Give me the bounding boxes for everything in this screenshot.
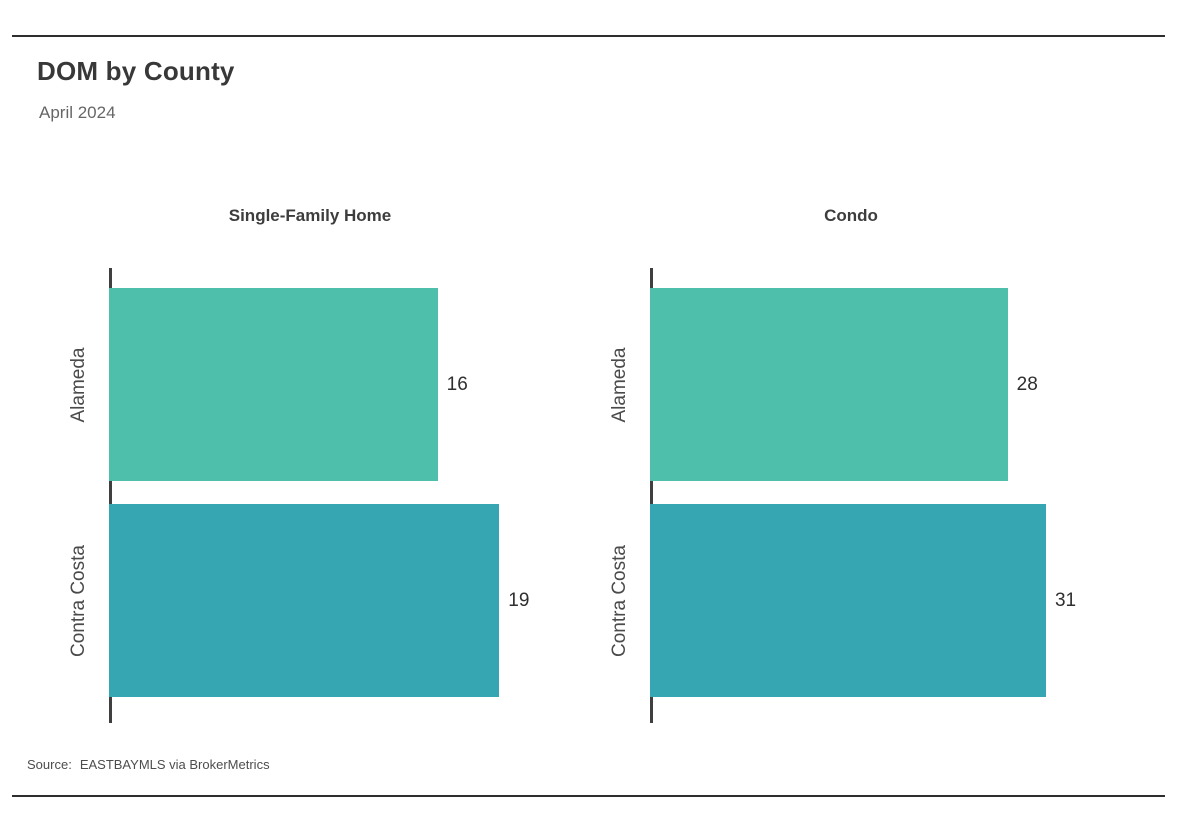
category-label-contra-costa: Contra Costa <box>68 544 89 657</box>
category-label-alameda: Alameda <box>609 347 630 422</box>
chart-title: DOM by County <box>37 56 235 86</box>
panel-title-condo: Condo <box>824 206 878 225</box>
bar-alameda-sfh <box>109 288 438 481</box>
bar-row-alameda-sfh: Alameda 16 <box>68 288 565 481</box>
bar-row-contra-costa-condo: Contra Costa 31 <box>609 504 1106 697</box>
plot-area-single-family-home: Alameda 16 Contra Costa 19 <box>68 268 565 723</box>
y-axis-line <box>650 268 653 723</box>
category-label-alameda: Alameda <box>68 347 89 422</box>
value-label-contra-costa-condo: 31 <box>1054 589 1077 611</box>
plot-area-condo: Alameda 28 Contra Costa 31 <box>609 268 1106 723</box>
facet-panels-row: Single-Family Home Alameda 16 Contra Cos… <box>55 205 1106 723</box>
bar-contra-costa-condo <box>650 504 1046 697</box>
chart-subtitle: April 2024 <box>39 103 116 122</box>
bar-row-contra-costa-sfh: Contra Costa 19 <box>68 504 565 697</box>
bar-contra-costa-sfh <box>109 504 500 697</box>
panel-title-single-family-home: Single-Family Home <box>228 206 392 225</box>
panel-single-family-home: Single-Family Home Alameda 16 Contra Cos… <box>55 205 565 723</box>
source-label: Source: <box>27 757 72 772</box>
value-label-contra-costa-sfh: 19 <box>508 589 530 611</box>
bar-alameda-condo <box>650 288 1008 481</box>
top-divider-line <box>12 35 1165 37</box>
panel-condo: Condo Alameda 28 Contra Costa 31 <box>596 205 1106 723</box>
value-label-alameda-sfh: 16 <box>446 373 468 395</box>
bottom-divider-line <box>12 795 1165 797</box>
y-axis-line <box>109 268 112 723</box>
category-label-contra-costa: Contra Costa <box>609 544 630 657</box>
bar-row-alameda-condo: Alameda 28 <box>609 288 1106 481</box>
value-label-alameda-condo: 28 <box>1016 373 1038 395</box>
source-attribution: Source: EASTBAYMLS via BrokerMetrics <box>27 757 270 772</box>
source-text: EASTBAYMLS via BrokerMetrics <box>79 757 270 772</box>
